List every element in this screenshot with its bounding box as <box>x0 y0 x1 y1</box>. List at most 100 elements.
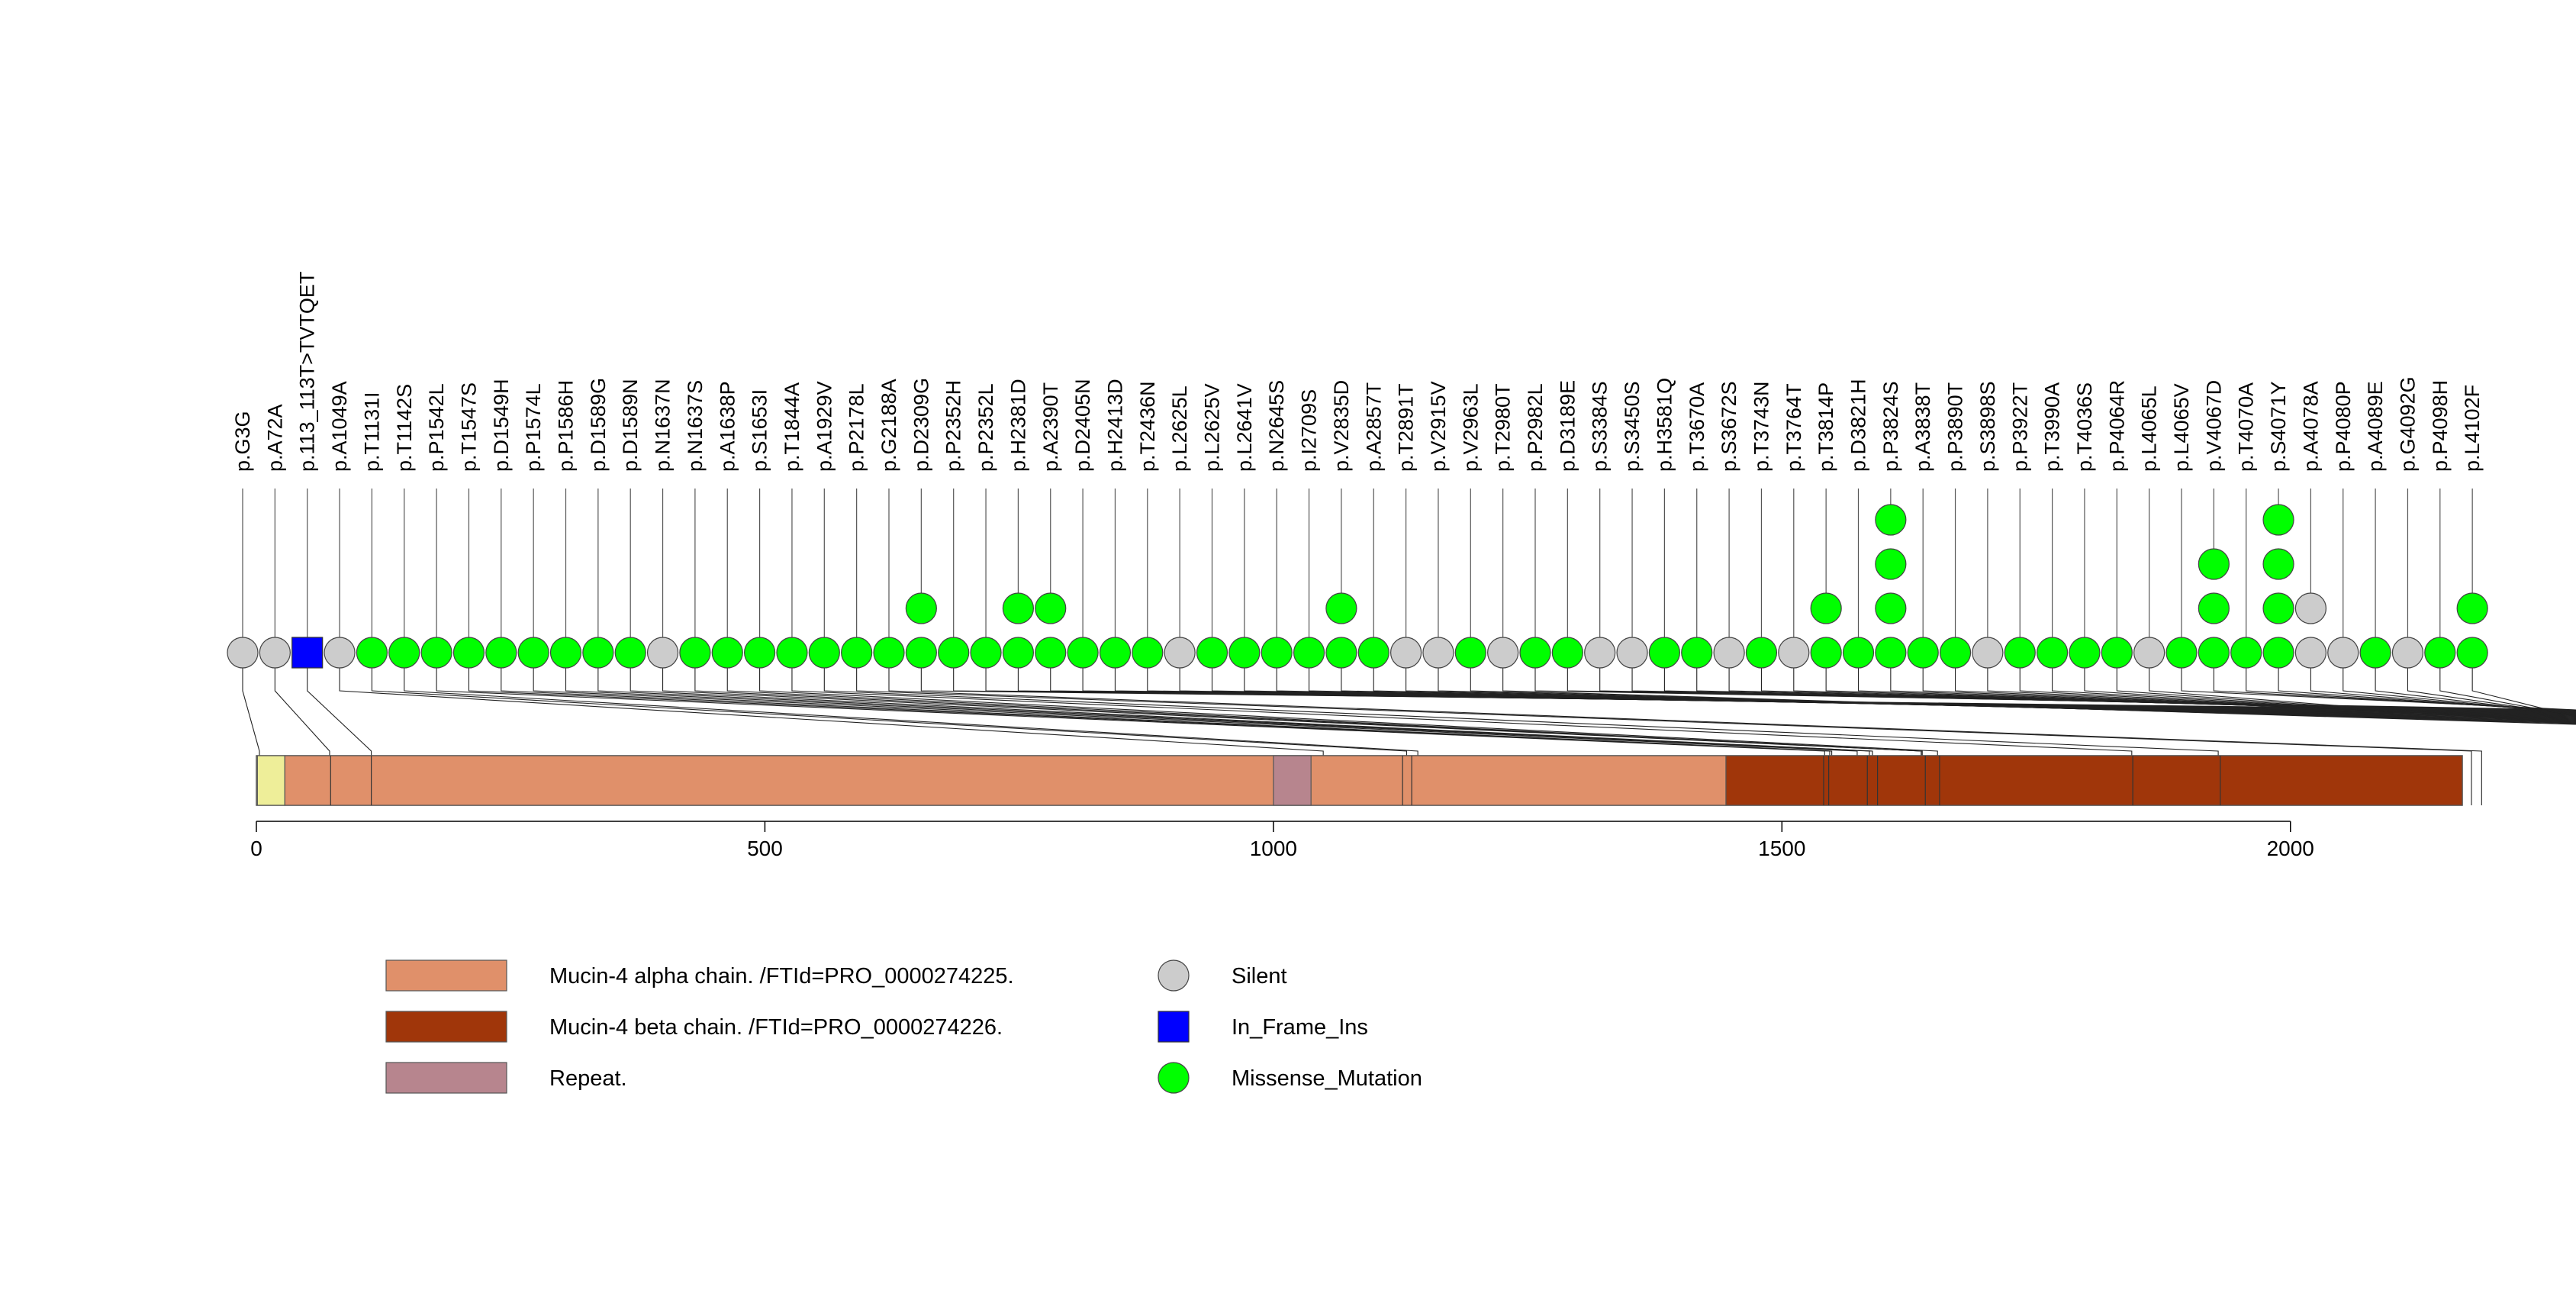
mutation-label-23: p.P2352L <box>974 383 997 472</box>
mutation-label-48: p.T3764T <box>1782 383 1805 472</box>
marker-47-0 <box>1745 637 1778 669</box>
marker-25-1 <box>1035 592 1067 624</box>
x-tick-label-1000: 1000 <box>1250 837 1297 860</box>
mutation-label-35: p.A2857T <box>1362 382 1385 472</box>
mutation-label-37: p.V2915V <box>1427 381 1450 472</box>
mutation-label-31: p.L2641V <box>1233 383 1256 472</box>
x-tick-label-2000: 2000 <box>2267 837 2314 860</box>
marker-19-0 <box>841 637 873 669</box>
marker-48-0 <box>1778 637 1810 669</box>
mutation-label-66: p.A4089E <box>2364 381 2387 472</box>
marker-53-0 <box>1939 637 1972 669</box>
marker-14-0 <box>679 637 711 669</box>
mutation-label-58: p.P4064R <box>2105 380 2128 472</box>
marker-41-0 <box>1551 637 1583 669</box>
mutation-label-64: p.A4078A <box>2299 381 2322 472</box>
mutation-label-7: p.T1547S <box>457 382 480 472</box>
marker-63-2 <box>2262 548 2294 580</box>
marker-13-0 <box>646 637 679 669</box>
mutation-label-36: p.T2891T <box>1395 383 1418 472</box>
mutation-label-8: p.D1549H <box>490 379 513 472</box>
marker-62-0 <box>2230 637 2262 669</box>
mutation-label-26: p.D2405N <box>1071 379 1094 472</box>
mutation-label-49: p.T3814P <box>1814 382 1837 472</box>
connector-65 <box>2343 668 2576 714</box>
marker-56-0 <box>2037 637 2069 669</box>
marker-42-0 <box>1584 637 1616 669</box>
legend-type-swatch-1 <box>1158 1011 1190 1043</box>
mutation-label-19: p.P2178L <box>845 383 868 472</box>
marker-33-0 <box>1293 637 1325 669</box>
marker-5-0 <box>388 637 420 669</box>
marker-29-0 <box>1164 637 1196 669</box>
marker-55-0 <box>2004 637 2036 669</box>
marker-12-0 <box>614 637 646 669</box>
protein-domain-track <box>256 755 2463 806</box>
mutation-label-50: p.D3821H <box>1847 379 1870 472</box>
marker-67-0 <box>2391 637 2424 669</box>
mutation-label-55: p.P3922T <box>2008 382 2031 472</box>
mutation-label-2: p.113_113T>TVTQET <box>296 272 319 472</box>
connector-20 <box>888 668 2482 805</box>
marker-61-1 <box>2198 592 2230 624</box>
domain-1 <box>284 755 1727 806</box>
legend-domain-swatch-2 <box>385 1062 507 1094</box>
marker-49-0 <box>1810 637 1842 669</box>
marker-46-0 <box>1713 637 1745 669</box>
marker-63-1 <box>2262 592 2294 624</box>
mutation-label-3: p.A1049A <box>328 381 351 472</box>
mutation-label-4: p.T1131I <box>360 392 383 472</box>
mutation-label-57: p.T4036S <box>2073 382 2096 472</box>
mutation-label-68: p.P4098H <box>2429 380 2452 472</box>
marker-24-0 <box>1002 637 1035 669</box>
marker-52-0 <box>1907 637 1939 669</box>
mutation-label-17: p.T1844A <box>781 382 803 472</box>
connector-21 <box>920 668 2576 711</box>
mutation-label-56: p.T3990A <box>2041 382 2064 472</box>
marker-25-0 <box>1035 637 1067 669</box>
marker-43-0 <box>1616 637 1648 669</box>
mutation-label-53: p.P3890T <box>1944 382 1967 472</box>
legend-type-label-1: In_Frame_Ins <box>1232 1015 1368 1040</box>
mutation-label-1: p.A72A <box>263 404 286 472</box>
marker-21-0 <box>905 637 937 669</box>
legend-type-swatch-0 <box>1158 959 1190 992</box>
marker-3-0 <box>324 637 356 669</box>
mutation-label-47: p.T3743N <box>1750 381 1773 472</box>
mutation-label-63: p.S4071Y <box>2267 381 2290 472</box>
mutation-label-54: p.S3898S <box>1976 381 1999 472</box>
x-tick-label-1500: 1500 <box>1758 837 1805 860</box>
marker-59-0 <box>2133 637 2165 669</box>
marker-10-0 <box>549 637 582 669</box>
mutation-label-5: p.T1142S <box>393 384 416 472</box>
mutation-label-13: p.N1637N <box>652 379 675 472</box>
marker-36-0 <box>1389 637 1422 669</box>
mutation-label-22: p.P2352H <box>942 380 965 472</box>
marker-64-0 <box>2294 637 2326 669</box>
marker-54-0 <box>1972 637 2004 669</box>
marker-61-2 <box>2198 548 2230 580</box>
mutation-label-14: p.N1637S <box>684 380 707 472</box>
marker-35-0 <box>1357 637 1389 669</box>
mutation-label-32: p.N2645S <box>1265 380 1288 472</box>
marker-69-0 <box>2456 637 2488 669</box>
mutation-label-33: p.I2709S <box>1298 389 1321 472</box>
mutation-label-12: p.D1589N <box>619 379 642 472</box>
marker-22-0 <box>938 637 970 669</box>
mutation-label-51: p.P3824S <box>1879 381 1902 472</box>
mutation-label-20: p.G2188A <box>877 379 900 472</box>
legend-domain-label-1: Mucin-4 beta chain. /FTId=PRO_0000274226… <box>549 1015 1003 1040</box>
mutation-labels: p.G3G p.A72A p.113_113T>TVTQET p.A1049A p.T1… <box>231 272 2484 472</box>
mutation-label-6: p.P1542L <box>425 383 448 472</box>
mutation-label-25: p.A2390T <box>1039 382 1062 472</box>
marker-63-3 <box>2262 504 2294 536</box>
marker-49-1 <box>1810 592 1842 624</box>
marker-65-0 <box>2327 637 2359 669</box>
domain-2 <box>1725 755 2463 806</box>
marker-61-0 <box>2198 637 2230 669</box>
marker-45-0 <box>1681 637 1713 669</box>
x-tick-label-0: 0 <box>250 837 262 860</box>
mutation-label-24: p.H2381D <box>1006 379 1029 472</box>
connector-67 <box>2407 668 2576 716</box>
mutation-label-0: p.G3G <box>231 411 254 472</box>
